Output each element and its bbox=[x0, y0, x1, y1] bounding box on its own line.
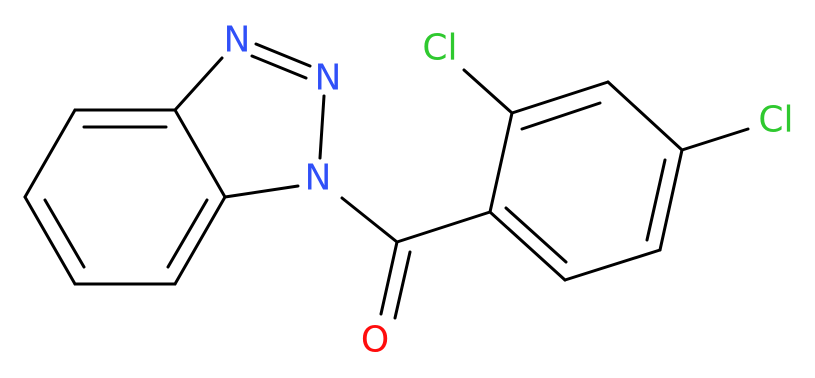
bond-inner bbox=[520, 101, 602, 131]
bond-inner bbox=[645, 158, 667, 242]
bonds bbox=[23, 42, 750, 320]
atom-label: N bbox=[305, 158, 332, 199]
bond-inner bbox=[504, 206, 568, 264]
bond bbox=[23, 108, 77, 199]
bond bbox=[173, 108, 227, 199]
bond bbox=[658, 148, 684, 252]
atom-label: N bbox=[315, 58, 342, 99]
bond bbox=[223, 184, 300, 199]
bond bbox=[393, 250, 412, 320]
bond bbox=[254, 42, 312, 68]
bond bbox=[395, 210, 492, 244]
bond bbox=[462, 68, 514, 115]
atom-label: O bbox=[361, 320, 389, 361]
atom-label: Cl bbox=[422, 28, 457, 69]
bond-inner bbox=[43, 198, 86, 269]
bond-inner bbox=[166, 198, 209, 269]
bond bbox=[606, 80, 684, 152]
atom-label: Cl bbox=[758, 100, 793, 141]
bond bbox=[488, 111, 514, 214]
bond bbox=[318, 94, 326, 160]
bond bbox=[173, 56, 224, 112]
bond bbox=[250, 54, 308, 80]
bond bbox=[510, 80, 610, 115]
bond bbox=[680, 127, 750, 152]
bond bbox=[173, 195, 227, 286]
bond bbox=[379, 240, 399, 316]
bond bbox=[488, 210, 567, 282]
atom-label: N bbox=[224, 20, 251, 61]
bond bbox=[340, 196, 399, 244]
bond bbox=[563, 248, 662, 282]
bond bbox=[23, 195, 77, 286]
